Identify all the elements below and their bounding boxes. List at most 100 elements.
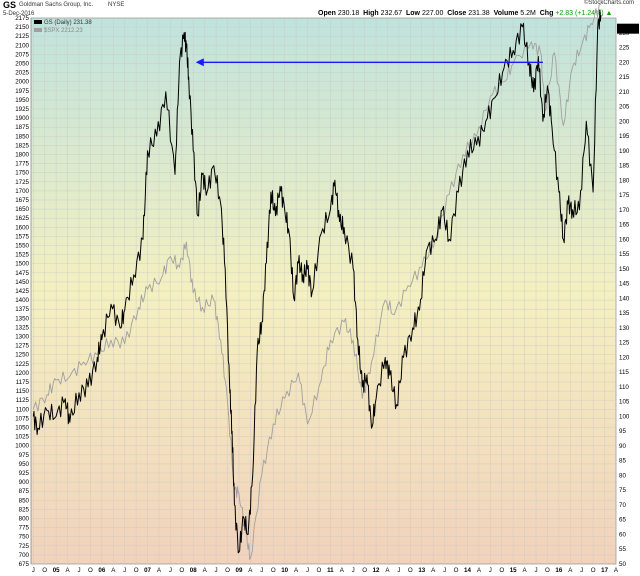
open-value: 230.18 xyxy=(337,10,360,17)
x-tick-label: 09 xyxy=(236,567,243,574)
left-tick-label: 1350 xyxy=(15,315,29,322)
right-axis: 50 55 60 65 70 75 80 85 90 95 100 105 110 115 120 125 13… xyxy=(619,30,630,568)
legend-label: GS (Daily) 231.38 xyxy=(44,20,92,26)
left-tick-label: 1125 xyxy=(16,397,30,404)
right-tick-label: 60 xyxy=(619,531,626,538)
close-label: Close xyxy=(447,10,467,17)
last-value-tag xyxy=(617,23,639,34)
left-tick-label: 2175 xyxy=(15,15,29,22)
x-tick-label: 05 xyxy=(53,567,60,574)
x-tick-label: 08 xyxy=(190,567,197,574)
chg-value: +2.83 (+1.24%) xyxy=(555,10,604,17)
right-tick-label: 100 xyxy=(619,413,630,420)
close-value: 231.38 xyxy=(468,10,490,17)
right-tick-label: 85 xyxy=(619,458,626,465)
left-tick-label: 1600 xyxy=(15,224,29,231)
x-tick-label: O xyxy=(454,567,459,574)
right-tick-label: 190 xyxy=(619,148,630,155)
x-tick-label: A xyxy=(248,567,253,574)
annotations: 231.38 xyxy=(195,23,639,67)
left-tick-label: 1550 xyxy=(15,243,29,250)
low-label: Low xyxy=(405,10,420,17)
x-tick-label: A xyxy=(568,567,573,574)
right-tick-label: 205 xyxy=(619,104,630,111)
ohlc-readout: Open 230.18 High 232.67 Low 227.00 Close… xyxy=(318,10,612,17)
left-tick-label: 775 xyxy=(19,525,30,532)
left-tick-label: 1025 xyxy=(15,434,29,441)
left-tick-label: 1375 xyxy=(15,306,29,313)
volume-label: Volume xyxy=(493,10,519,17)
left-tick-label: 1950 xyxy=(15,97,29,104)
left-tick-label: 825 xyxy=(19,506,30,513)
left-tick-label: 1100 xyxy=(16,406,30,413)
left-tick-label: 1475 xyxy=(15,270,29,277)
left-tick-label: 1225 xyxy=(15,361,29,368)
right-tick-label: 70 xyxy=(619,502,626,509)
volume-value: 5.2M xyxy=(520,10,536,17)
left-tick-label: 1200 xyxy=(15,370,29,377)
chg-label: Chg xyxy=(539,10,554,17)
x-tick-label: J xyxy=(489,567,492,574)
right-tick-label: 150 xyxy=(619,266,630,273)
x-tick-label: 15 xyxy=(510,567,517,574)
right-tick-label: 215 xyxy=(619,74,630,81)
left-tick-label: 2025 xyxy=(15,70,29,77)
right-tick-label: 155 xyxy=(619,251,630,258)
left-tick-label: 1500 xyxy=(15,261,29,268)
legend-swatch xyxy=(34,28,42,32)
left-tick-label: 1625 xyxy=(15,215,29,222)
left-tick-label: 1775 xyxy=(15,161,29,168)
right-tick-label: 115 xyxy=(619,369,629,376)
x-tick-label: O xyxy=(362,567,367,574)
right-tick-label: 55 xyxy=(619,546,626,553)
chart-exchange: NYSE xyxy=(108,2,125,8)
left-tick-label: 2125 xyxy=(15,33,29,40)
right-tick-label: 50 xyxy=(619,561,626,568)
right-tick-label: 140 xyxy=(619,295,630,302)
left-tick-label: 1900 xyxy=(15,115,29,122)
x-tick-label: 12 xyxy=(373,567,380,574)
x-tick-label: J xyxy=(534,567,537,574)
right-tick-label: 200 xyxy=(619,118,630,125)
left-tick-label: 1425 xyxy=(15,288,29,295)
right-tick-label: 175 xyxy=(619,192,630,199)
x-tick-label: A xyxy=(111,567,116,574)
left-tick-label: 1325 xyxy=(15,324,29,331)
left-tick-label: 1050 xyxy=(15,425,29,432)
x-tick-label: O xyxy=(179,567,184,574)
left-tick-label: 925 xyxy=(19,470,30,477)
x-tick-label: J xyxy=(580,567,583,574)
right-tick-label: 75 xyxy=(619,487,626,494)
x-tick-label: O xyxy=(545,567,550,574)
x-tick-label: 17 xyxy=(601,567,608,574)
x-tick-label: 14 xyxy=(464,567,471,574)
left-tick-label: 1875 xyxy=(15,124,29,131)
x-tick-label: A xyxy=(157,567,162,574)
right-tick-label: 160 xyxy=(619,236,630,243)
x-tick-label: A xyxy=(431,567,436,574)
chart-ticker: GS xyxy=(3,0,17,10)
x-tick-label: J xyxy=(123,567,126,574)
left-tick-label: 2100 xyxy=(15,42,29,49)
left-tick-label: 1275 xyxy=(15,343,29,350)
chart-date: 5-Dec-2016 xyxy=(3,11,35,17)
right-tick-label: 125 xyxy=(619,340,630,347)
x-tick-label: A xyxy=(294,567,299,574)
right-tick-label: 185 xyxy=(619,163,630,170)
x-tick-label: J xyxy=(77,567,80,574)
left-tick-label: 1975 xyxy=(15,88,29,95)
left-tick-label: 1450 xyxy=(15,279,29,286)
left-tick-label: 850 xyxy=(19,497,30,504)
series-group xyxy=(32,4,602,560)
up-arrow-icon: ▲ xyxy=(605,10,613,17)
left-tick-label: 1000 xyxy=(15,443,29,450)
x-tick-label: A xyxy=(614,567,619,574)
left-tick-label: 1925 xyxy=(15,106,29,113)
left-tick-label: 1075 xyxy=(15,415,29,422)
x-tick-label: O xyxy=(408,567,413,574)
x-tick-label: J xyxy=(32,567,35,574)
x-tick-label: O xyxy=(591,567,596,574)
x-tick-label: 13 xyxy=(418,567,425,574)
grid-lines xyxy=(31,17,617,565)
right-tick-label: 145 xyxy=(619,281,630,288)
